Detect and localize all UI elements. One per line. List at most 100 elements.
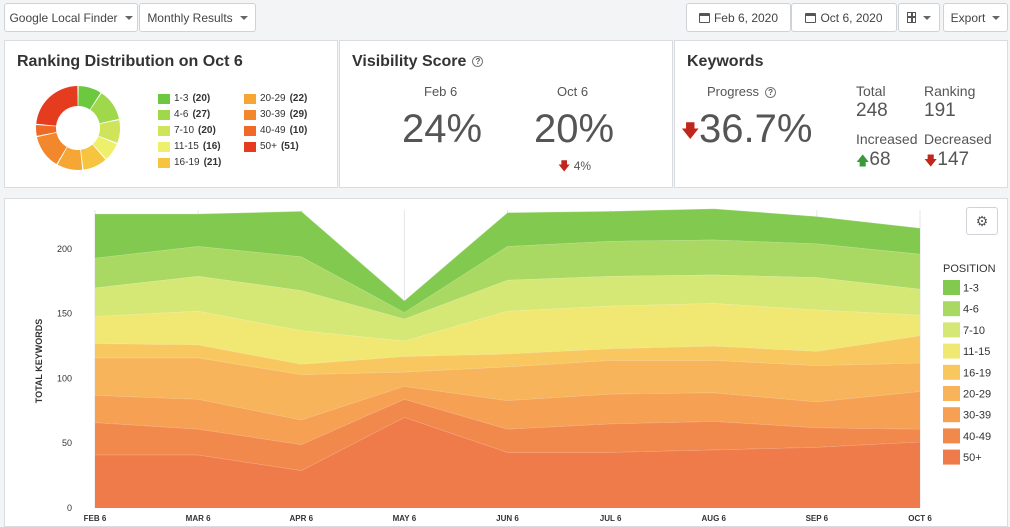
arrow-down-icon: 🡇 — [924, 153, 938, 168]
legend-count: (10) — [289, 125, 308, 136]
area-series-7-10 — [95, 274, 920, 341]
ranking-legend-item: 1-3 (20) — [158, 93, 210, 104]
area-series-20-29 — [95, 357, 920, 420]
total-label: Total — [856, 83, 886, 99]
x-tick-label: FEB 6 — [84, 514, 107, 523]
ranking-title: Ranking Distribution on Oct 6 — [17, 53, 243, 70]
export-button[interactable]: Export — [943, 3, 1008, 32]
visibility-change: 🡇 4% — [558, 157, 591, 178]
progress-value: 36.7% — [699, 107, 813, 151]
visibility-change-value: 4% — [573, 159, 592, 173]
donut-slice — [78, 86, 101, 110]
calendar-icon — [805, 12, 817, 23]
legend-swatch — [943, 428, 960, 444]
progress-label: Progress? — [707, 84, 777, 99]
ranking-legend-item: 7-10 (20) — [158, 125, 216, 136]
legend-swatch — [943, 322, 960, 338]
legend-label: 20-29 — [260, 93, 286, 104]
legend-label[interactable]: 7-10 — [963, 325, 985, 337]
legend-swatch — [158, 157, 170, 168]
donut-slice — [36, 132, 67, 165]
legend-count: (51) — [280, 141, 299, 152]
ranking-legend-item: 11-15 (16) — [158, 141, 221, 152]
chevron-down-icon — [239, 15, 248, 20]
legend-swatch — [943, 364, 960, 380]
total-value: 248 — [856, 100, 888, 121]
ranking-legend-item: 30-39 (29) — [244, 109, 307, 120]
date-from-label: Feb 6, 2020 — [713, 10, 779, 25]
x-tick-label: JUL 6 — [600, 514, 622, 523]
legend-swatch — [943, 407, 960, 423]
finder-dropdown[interactable]: Google Local Finder — [4, 3, 138, 32]
legend-swatch — [943, 343, 960, 359]
legend-label: 1-3 — [174, 93, 189, 104]
legend-swatch — [244, 141, 256, 152]
y-axis-label: TOTAL KEYWORDS — [34, 319, 44, 404]
legend-count: (16) — [202, 141, 221, 152]
y-tick-label: 200 — [57, 244, 72, 254]
visibility-to-value: 20% — [534, 107, 615, 151]
legend-label[interactable]: 50+ — [963, 452, 982, 464]
arrow-up-icon: 🡅 — [856, 153, 870, 168]
legend-title: POSITION — [943, 263, 996, 275]
area-series-1-3 — [95, 208, 920, 313]
legend-label[interactable]: 40-49 — [963, 431, 991, 443]
date-to-button[interactable]: Oct 6, 2020 — [791, 3, 897, 32]
gear-icon: ⚙ — [975, 212, 989, 229]
period-dropdown[interactable]: Monthly Results — [139, 3, 256, 32]
ranking-distribution-panel: Ranking Distribution on Oct 6 1-3 (20) 4-6… — [4, 40, 338, 188]
legend-swatch — [943, 386, 960, 401]
x-tick-label: MAY 6 — [393, 514, 417, 523]
donut-slice — [36, 124, 57, 136]
legend-label[interactable]: 16-19 — [963, 367, 991, 379]
visibility-to-label: Oct 6 — [557, 84, 589, 99]
legend-label[interactable]: 11-15 — [963, 346, 990, 358]
ranking-donut-chart — [36, 86, 120, 170]
legend-label: 7-10 — [174, 125, 195, 136]
legend-swatch — [158, 93, 170, 104]
legend-swatch — [943, 301, 960, 317]
x-tick-label: OCT 6 — [908, 514, 932, 523]
visibility-title: Visibility Score? — [352, 53, 484, 71]
x-tick-label: APR 6 — [289, 514, 313, 523]
chart-settings-button[interactable]: ⚙ — [966, 207, 998, 235]
ranking-value: 191 — [924, 100, 956, 121]
export-label: Export — [950, 10, 986, 25]
y-tick-label: 150 — [57, 309, 72, 319]
arrow-down-icon: 🡇 — [681, 121, 700, 141]
date-from-button[interactable]: Feb 6, 2020 — [686, 3, 791, 32]
increased-label: Increased — [856, 131, 918, 147]
ranking-label: Ranking — [924, 83, 976, 99]
legend-label[interactable]: 30-39 — [963, 410, 991, 422]
legend-label[interactable]: 1-3 — [963, 283, 979, 295]
legend-swatch — [943, 449, 960, 465]
keywords-panel: Keywords Progress? 🡇 36.7% Total 248 Ran… — [674, 40, 1008, 188]
date-to-label: Oct 6, 2020 — [820, 10, 883, 25]
donut-slice — [92, 136, 117, 159]
legend-label[interactable]: 20-29 — [963, 389, 991, 401]
decreased-label: Decreased — [924, 131, 992, 147]
help-icon[interactable]: ? — [472, 56, 484, 68]
x-tick-label: MAR 6 — [186, 514, 211, 523]
toolbar: Google Local Finder Monthly Results Feb … — [0, 0, 1010, 38]
ranking-legend-item: 4-6 (27) — [158, 109, 210, 120]
legend-count: (29) — [289, 109, 308, 120]
help-icon[interactable]: ? — [765, 87, 777, 99]
legend-label: 16-19 — [174, 157, 200, 168]
columns-button[interactable] — [898, 3, 940, 32]
arrow-down-icon: 🡇 — [558, 159, 571, 173]
legend-label: 30-39 — [260, 109, 286, 120]
legend-swatch — [158, 125, 170, 136]
legend-label[interactable]: 4-6 — [963, 304, 979, 316]
x-tick-label: JUN 6 — [496, 514, 519, 523]
area-series-30-39 — [95, 386, 920, 445]
legend-label: 40-49 — [260, 125, 286, 136]
area-series-11-15 — [95, 303, 920, 365]
donut-slice — [57, 147, 83, 170]
series-line — [95, 208, 921, 302]
visibility-score-panel: Visibility Score? Feb 6 24% Oct 6 20% 🡇 … — [339, 40, 673, 188]
increased-value: 68 — [869, 149, 891, 170]
area-series-16-19 — [95, 335, 920, 375]
ranking-legend-item: 16-19 (21) — [158, 157, 221, 168]
donut-slice — [98, 120, 120, 143]
